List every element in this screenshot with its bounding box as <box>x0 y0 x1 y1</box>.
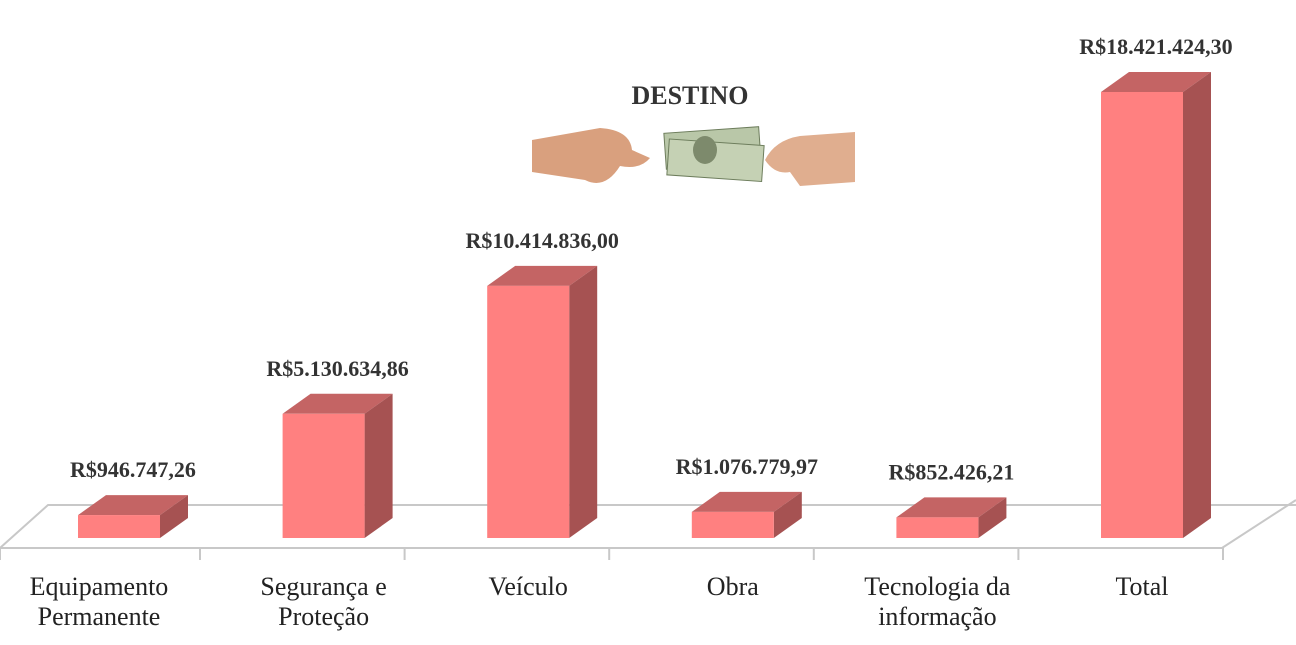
x-tick-label: Veículo <box>488 572 568 601</box>
value-label: R$946.747,26 <box>70 457 196 482</box>
bar <box>487 265 598 538</box>
bar-side <box>773 491 802 538</box>
bar <box>282 393 393 538</box>
bar-side <box>364 393 393 538</box>
bar-top <box>78 495 188 516</box>
bar <box>1101 72 1211 538</box>
bar-front <box>691 511 774 538</box>
value-label: R$1.076.779,97 <box>676 454 818 479</box>
bar-front <box>1101 92 1183 538</box>
bar-top <box>282 393 393 414</box>
bar-front <box>487 285 570 538</box>
bar-top <box>487 265 598 286</box>
bar <box>78 495 188 538</box>
x-tick-label: Obra <box>706 572 759 601</box>
value-label: R$5.130.634,86 <box>266 356 408 381</box>
x-tick-label: Total <box>1115 572 1169 601</box>
x-tick-label: Equipamento Permanente <box>29 572 169 631</box>
bar-side <box>978 497 1007 538</box>
bar-top <box>1101 72 1211 92</box>
bar-top <box>896 497 1007 518</box>
bar-front <box>78 515 160 538</box>
hand-left <box>532 128 650 183</box>
bar <box>896 497 1007 538</box>
bar <box>691 491 802 538</box>
x-tick-label: Segurança e Proteção <box>260 572 387 631</box>
value-label: R$18.421.424,30 <box>1079 34 1232 59</box>
bar-front <box>896 517 979 538</box>
value-label: R$10.414.836,00 <box>466 228 619 253</box>
bar-front <box>282 413 365 538</box>
value-label: R$852.426,21 <box>888 459 1014 484</box>
chart-title: DESTINO <box>631 81 748 110</box>
banknotes <box>663 126 765 183</box>
hand-right <box>765 132 855 186</box>
bar-top <box>691 491 802 512</box>
bar-side <box>160 495 188 538</box>
floor-back <box>0 504 1296 549</box>
bar-side <box>569 265 598 538</box>
bar-side <box>1183 72 1211 538</box>
x-tick-label: Tecnologia da informação <box>864 572 1011 631</box>
money-illustration <box>532 126 855 186</box>
